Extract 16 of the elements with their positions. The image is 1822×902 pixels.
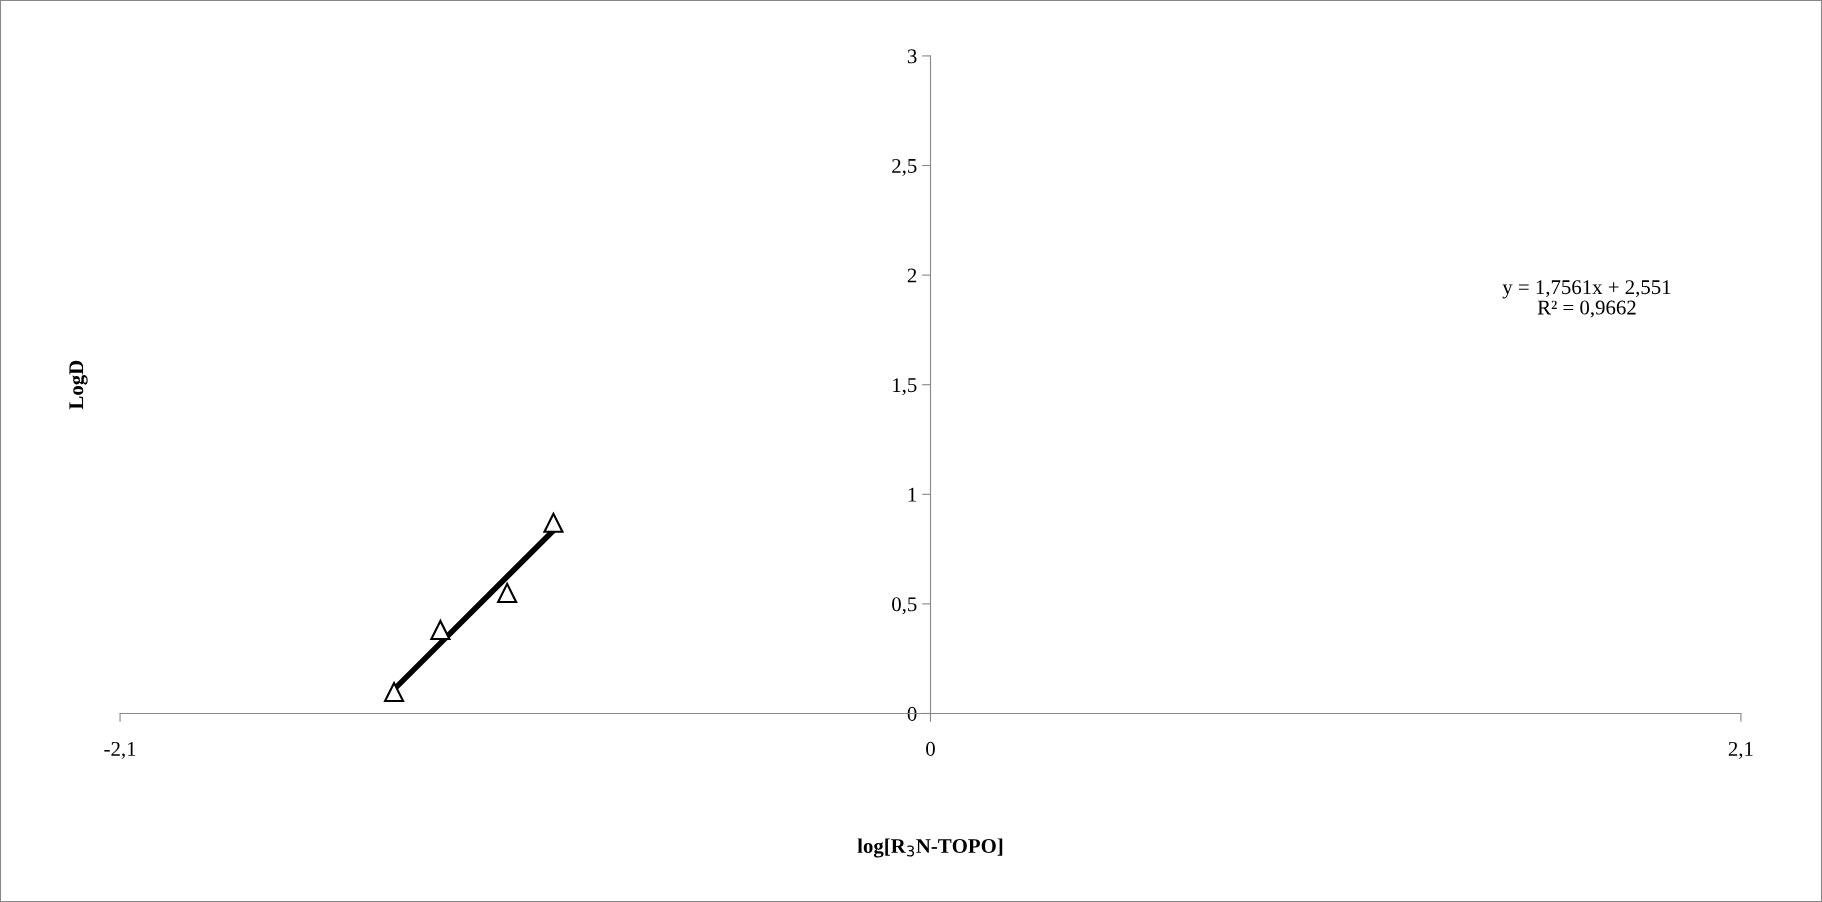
- point: [497, 582, 518, 603]
- point: [384, 681, 405, 703]
- y-axis-title: LogD: [69, 360, 88, 410]
- y-tick-label: 0,5: [892, 597, 917, 615]
- x-axis-title: log[R$_{3}$N-TOPO]: [857, 838, 1003, 858]
- x-tick-label: -2,1: [104, 741, 136, 759]
- y-tick-label: 1: [908, 487, 917, 502]
- x-tick-label: 2,1: [1728, 741, 1753, 759]
- point: [430, 619, 451, 641]
- y-tick-label: 1,5: [893, 378, 917, 396]
- x-tick-label: 0: [926, 741, 935, 756]
- y-tick-label: 3: [907, 49, 917, 64]
- y-tick-label: 2,5: [892, 158, 917, 176]
- y-tick-label: 2: [907, 268, 917, 283]
- point: [543, 512, 564, 533]
- annotation: y = 1,7561x + 2,551 R² = 0,9662: [1502, 280, 1671, 318]
